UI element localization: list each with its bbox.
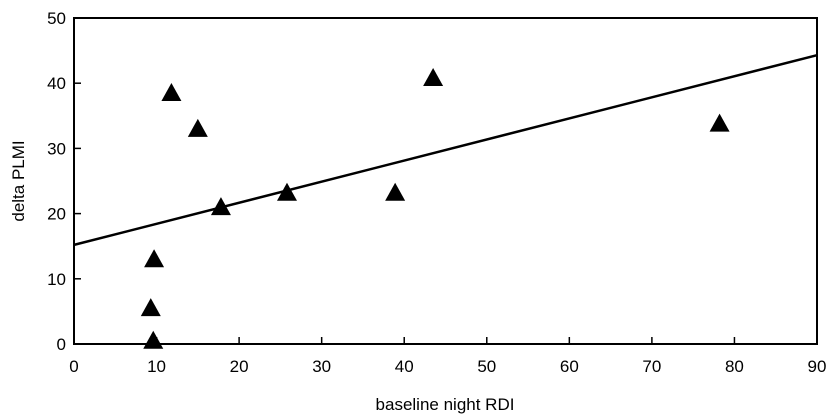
trend-line xyxy=(73,53,818,247)
x-tick-label: 40 xyxy=(395,357,414,376)
x-tick-label: 10 xyxy=(147,357,166,376)
x-axis: 0 10 20 30 40 50 60 70 80 90 xyxy=(69,337,826,376)
data-point-triangle xyxy=(385,182,406,201)
data-point-triangle xyxy=(140,298,161,317)
y-tick-label: 40 xyxy=(47,74,66,93)
x-tick-label: 0 xyxy=(69,357,78,376)
data-point-triangle xyxy=(143,330,164,349)
data-point-triangle xyxy=(709,113,730,132)
data-point-triangle xyxy=(161,82,182,101)
data-point-triangle xyxy=(144,249,165,268)
x-axis-title: baseline night RDI xyxy=(376,395,515,414)
y-axis-title: delta PLMI xyxy=(9,140,28,221)
data-points xyxy=(73,53,818,349)
y-tick-label: 0 xyxy=(57,335,66,354)
plot-frame xyxy=(73,17,818,345)
x-tick-label: 70 xyxy=(642,357,661,376)
y-tick-label: 30 xyxy=(47,139,66,158)
y-tick-label: 20 xyxy=(47,205,66,224)
y-tick-label: 50 xyxy=(47,9,66,28)
x-tick-label: 80 xyxy=(725,357,744,376)
x-tick-label: 20 xyxy=(230,357,249,376)
y-axis: 0 10 20 30 40 50 xyxy=(47,9,81,354)
data-point-triangle xyxy=(210,197,231,216)
x-tick-label: 30 xyxy=(312,357,331,376)
x-tick-label: 90 xyxy=(808,357,827,376)
data-point-triangle xyxy=(276,182,297,201)
data-point-triangle xyxy=(423,67,444,86)
x-tick-label: 50 xyxy=(477,357,496,376)
x-tick-label: 60 xyxy=(560,357,579,376)
data-point-triangle xyxy=(187,118,208,137)
y-tick-label: 10 xyxy=(47,270,66,289)
